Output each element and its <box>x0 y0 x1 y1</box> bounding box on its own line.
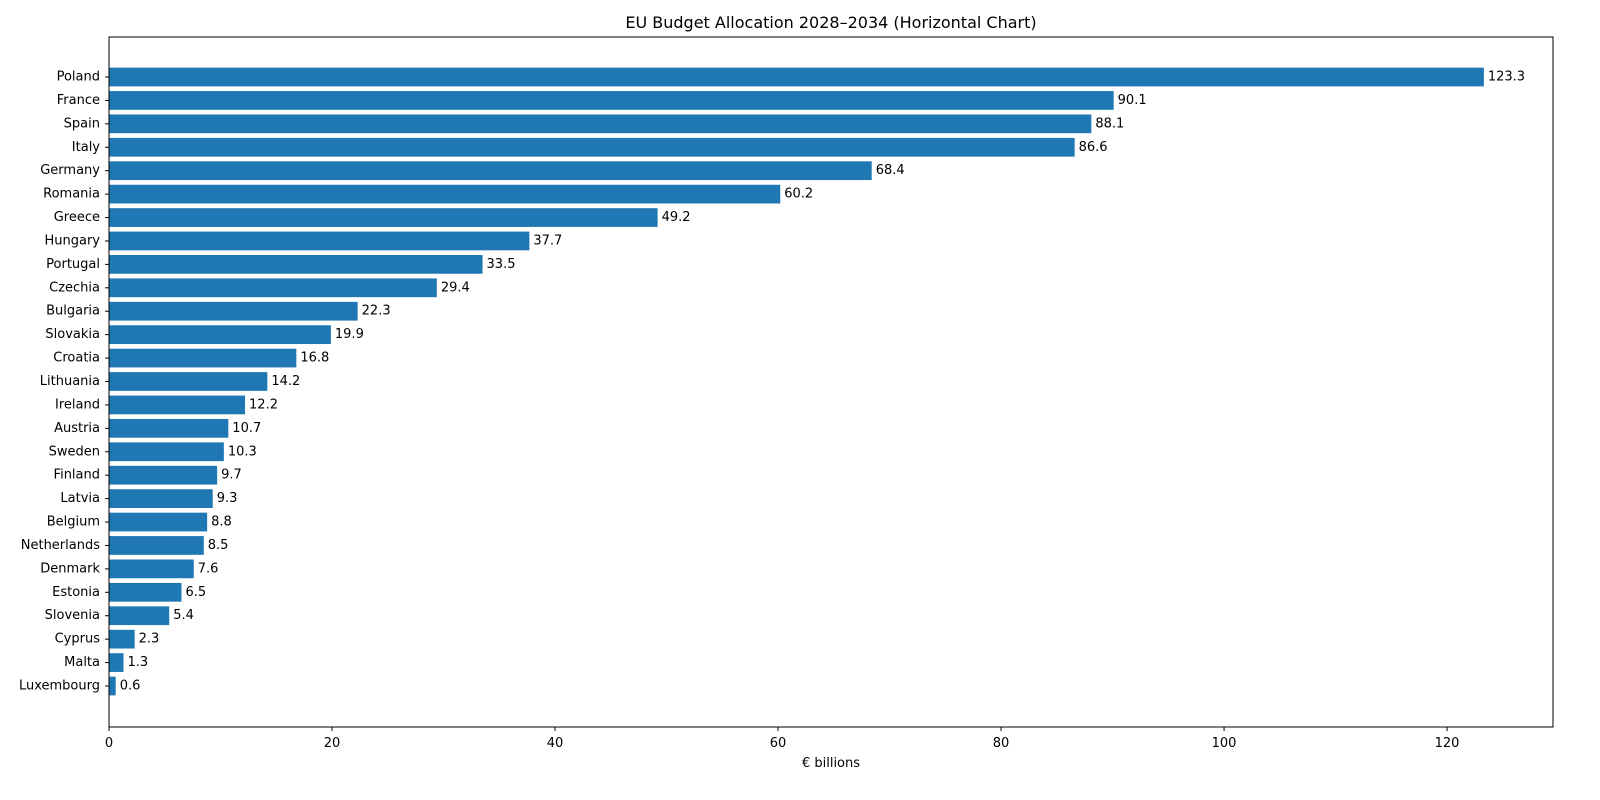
bar-germany <box>109 161 872 181</box>
bars-group <box>109 67 1484 696</box>
y-tick-label: Cyprus <box>55 632 101 647</box>
data-label: 37.7 <box>533 233 562 248</box>
data-label: 6.5 <box>185 585 206 600</box>
y-tick-label: Lithuania <box>40 374 100 389</box>
y-tick-label: Portugal <box>46 257 100 272</box>
data-label: 88.1 <box>1095 116 1124 131</box>
x-tick-label: 0 <box>105 736 113 751</box>
data-label: 5.4 <box>173 608 194 623</box>
data-label: 123.3 <box>1488 70 1525 85</box>
x-tick-label: 60 <box>770 736 787 751</box>
x-axis-ticks: 0 20 40 60 80 100 120 <box>105 727 1460 751</box>
y-axis-ticks: Poland France Spain Italy Germany Romania Gree… <box>19 70 109 694</box>
x-tick-label: 20 <box>324 736 341 751</box>
bar-portugal <box>109 255 483 274</box>
bar-greece <box>109 208 658 227</box>
data-label: 2.3 <box>139 632 160 647</box>
bar-belgium <box>109 512 208 532</box>
bar-romania <box>109 184 781 204</box>
x-tick-label: 40 <box>547 736 564 751</box>
data-label: 29.4 <box>441 280 470 295</box>
data-label: 60.2 <box>784 187 813 202</box>
data-label: 86.6 <box>1079 140 1108 155</box>
bar-hungary <box>109 231 530 251</box>
y-tick-label: Slovenia <box>45 608 100 623</box>
bar-netherlands <box>109 536 204 555</box>
y-tick-label: Latvia <box>60 491 100 506</box>
bar-france <box>109 91 1114 110</box>
bar-denmark <box>109 559 194 579</box>
y-tick-label: Poland <box>57 70 100 85</box>
bar-cyprus <box>109 629 135 649</box>
bar-slovakia <box>109 325 331 345</box>
y-tick-label: Denmark <box>40 561 100 576</box>
y-tick-label: Ireland <box>55 397 100 412</box>
data-label: 49.2 <box>662 210 691 225</box>
bar-luxembourg <box>109 676 116 696</box>
bar-austria <box>109 418 229 438</box>
bar-slovenia <box>109 606 170 626</box>
y-tick-label: France <box>57 93 100 108</box>
data-label: 1.3 <box>127 655 148 670</box>
y-tick-label: Greece <box>54 210 100 225</box>
plot-frame <box>108 36 1554 728</box>
data-label: 90.1 <box>1118 93 1147 108</box>
x-axis-label: € billions <box>802 756 860 771</box>
data-label: 0.6 <box>120 679 141 694</box>
y-tick-label: Finland <box>54 468 100 483</box>
data-label: 8.8 <box>211 515 232 530</box>
data-label: 19.9 <box>335 327 364 342</box>
data-label: 9.3 <box>217 491 238 506</box>
x-tick-label: 80 <box>993 736 1010 751</box>
data-label: 7.6 <box>198 561 219 576</box>
bar-lithuania <box>109 372 268 391</box>
y-tick-label: Sweden <box>49 444 100 459</box>
data-label: 16.8 <box>300 351 329 366</box>
data-labels-group: 123.3 90.1 88.1 86.6 68.4 60.2 49.2 37.7 33.5 29.… <box>120 70 1525 694</box>
bar-latvia <box>109 489 213 508</box>
bar-bulgaria <box>109 301 358 321</box>
data-label: 33.5 <box>487 257 516 272</box>
y-tick-label: Italy <box>72 140 101 155</box>
data-label: 8.5 <box>208 538 229 553</box>
data-label: 68.4 <box>876 163 905 178</box>
y-tick-label: Bulgaria <box>46 304 100 319</box>
bar-sweden <box>109 442 224 462</box>
y-tick-label: Estonia <box>52 585 100 600</box>
y-tick-label: Belgium <box>47 515 100 530</box>
data-label: 12.2 <box>249 397 278 412</box>
data-label: 14.2 <box>271 374 300 389</box>
bar-ireland <box>109 395 246 415</box>
bar-estonia <box>109 582 182 602</box>
y-tick-label: Romania <box>43 187 100 202</box>
y-tick-label: Netherlands <box>21 538 100 553</box>
x-tick-label: 100 <box>1212 736 1237 751</box>
y-tick-label: Luxembourg <box>19 679 100 694</box>
bar-italy <box>109 137 1075 157</box>
y-tick-label: Germany <box>40 163 100 178</box>
data-label: 9.7 <box>221 468 242 483</box>
chart-title: EU Budget Allocation 2028–2034 (Horizont… <box>625 13 1036 32</box>
bar-finland <box>109 465 218 485</box>
y-tick-label: Slovakia <box>45 327 100 342</box>
bar-poland <box>109 67 1484 87</box>
y-tick-label: Czechia <box>49 280 100 295</box>
data-label: 10.7 <box>232 421 261 436</box>
y-tick-label: Malta <box>64 655 100 670</box>
bar-spain <box>109 114 1092 134</box>
data-label: 10.3 <box>228 444 257 459</box>
bar-croatia <box>109 348 297 368</box>
y-tick-label: Austria <box>54 421 100 436</box>
y-tick-label: Hungary <box>44 233 100 248</box>
bar-czechia <box>109 278 437 298</box>
data-label: 22.3 <box>362 304 391 319</box>
x-tick-label: 120 <box>1435 736 1460 751</box>
y-tick-label: Spain <box>64 116 100 131</box>
bar-malta <box>109 653 124 672</box>
y-tick-label: Croatia <box>53 351 100 366</box>
